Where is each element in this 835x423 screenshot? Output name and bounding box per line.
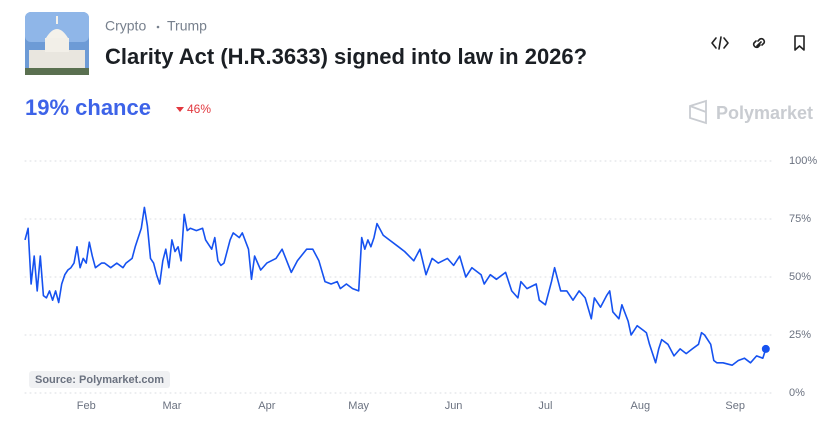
y-tick-label: 0% [789,387,805,399]
brand-logo [689,99,707,125]
breadcrumb[interactable]: Trump [167,18,207,34]
chance: 19% chance [25,95,151,120]
x-tick-label: Apr [258,400,275,412]
market-image [25,12,89,75]
y-tick-label: 75% [789,213,811,225]
last-point [761,344,770,353]
y-tick-label: 25% [789,329,811,341]
breadcrumb[interactable]: Crypto [105,18,146,34]
source-badge [29,371,170,388]
link-button[interactable] [752,37,766,49]
x-tick-label: Feb [77,400,96,412]
x-tick-label: May [348,400,369,412]
x-tick-label: Sep [725,400,745,412]
brand: Polymarket [716,103,813,123]
source: Source: Polymarket.com [35,374,164,386]
x-tick-label: Jun [445,400,463,412]
market-title: Clarity Act (H.R.3633) signed into law i… [105,44,587,69]
x-tick-label: Mar [162,400,181,412]
y-tick-label: 50% [789,271,811,283]
bookmark-button[interactable] [794,35,805,51]
change: 46% [187,102,211,116]
x-tick-label: Jul [538,400,552,412]
down-arrow [176,107,184,112]
price-line [24,206,767,366]
embed-button[interactable] [711,36,729,50]
x-tick-label: Aug [631,400,651,412]
separator [156,25,160,29]
y-tick-label: 100% [789,155,817,167]
